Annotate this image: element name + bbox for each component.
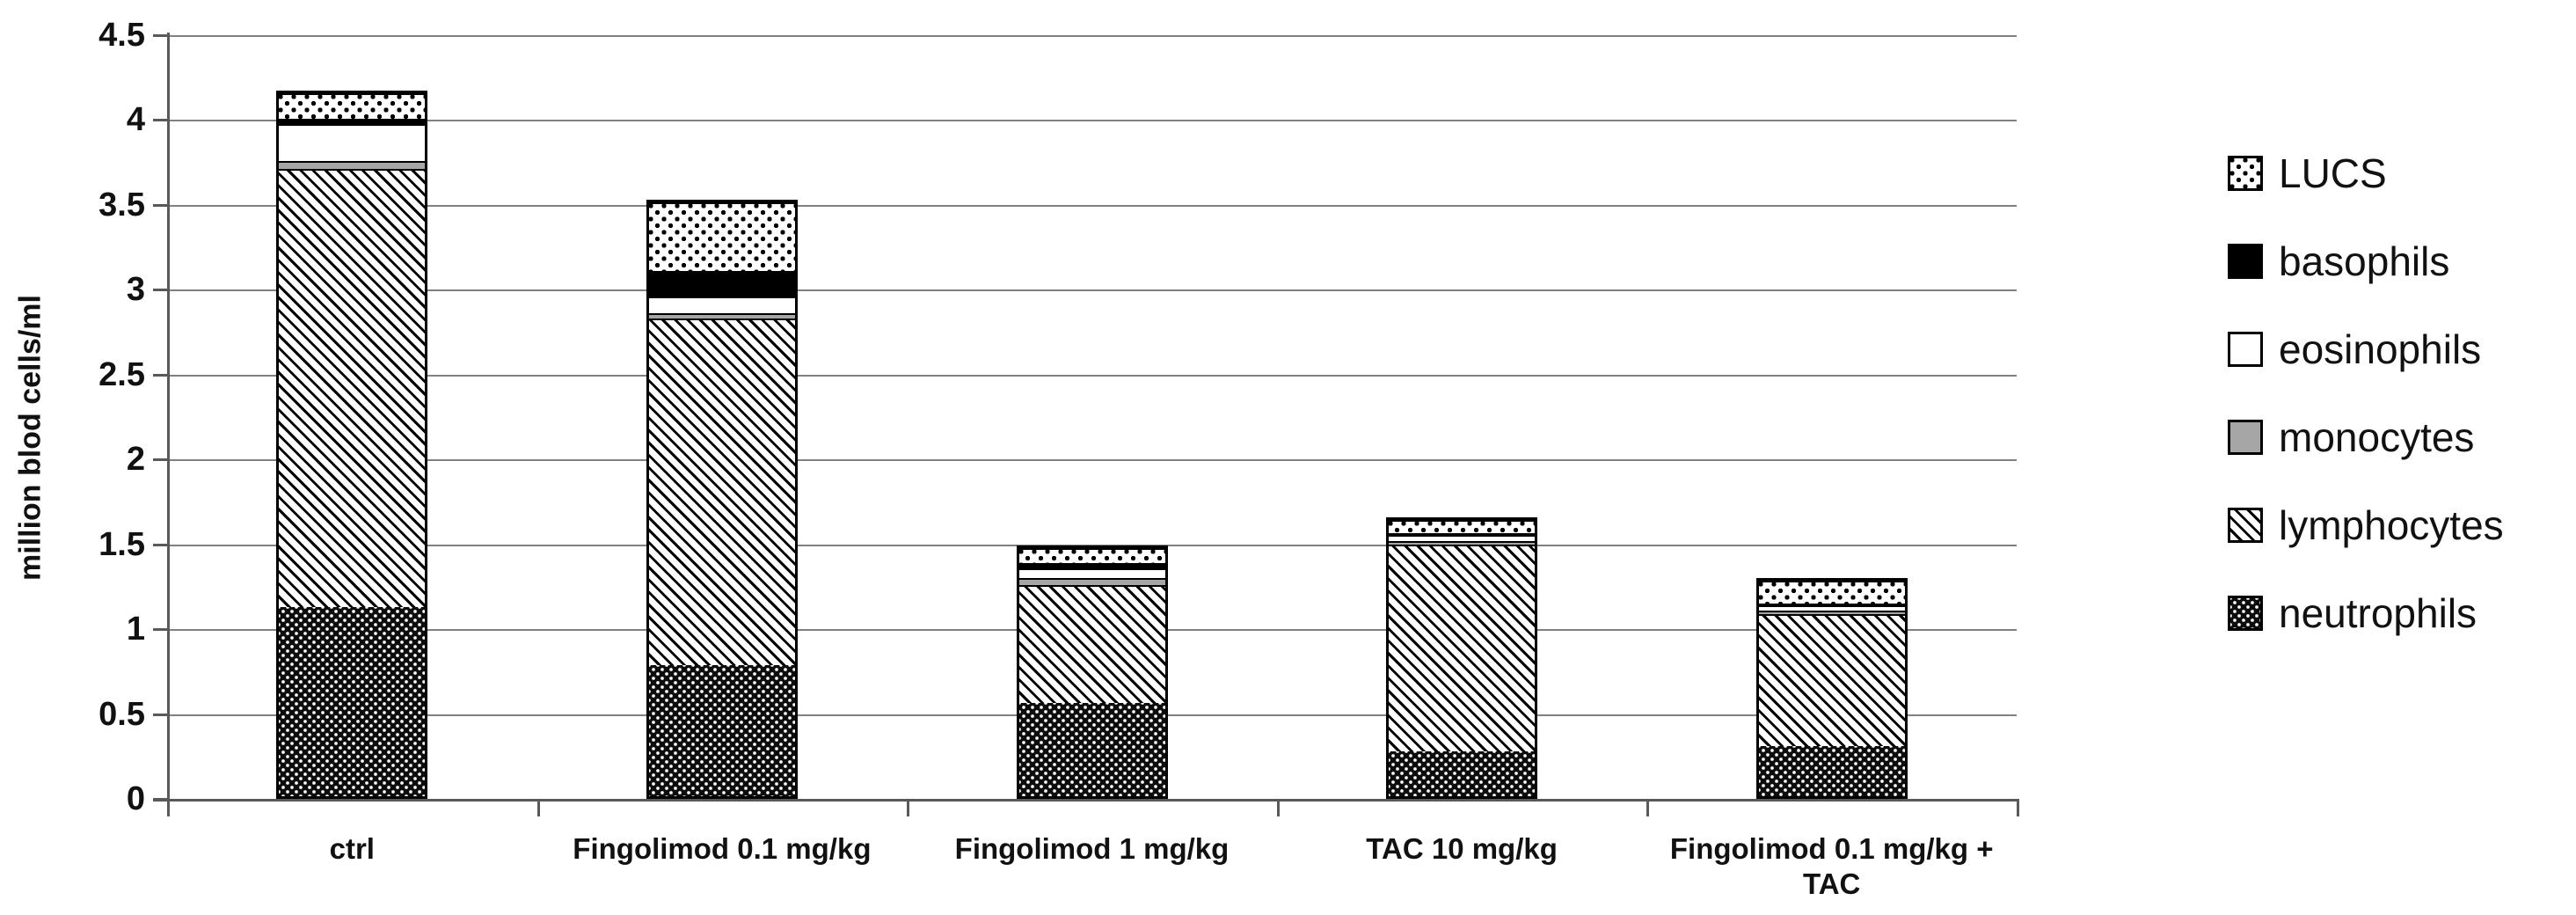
bar-segment-LUCS [1389,519,1536,533]
y-tick [153,373,167,377]
legend-swatch-lymphocytes [2228,508,2263,543]
bar-segment-monocytes [1389,541,1536,545]
y-tick [153,798,167,801]
legend-label: LUCS [2279,150,2387,196]
bar-segment-eosinophils [648,296,795,313]
legend-swatch-LUCS [2228,156,2263,191]
bar-segment-lymphocytes [1389,545,1536,751]
legend-swatch-monocytes [2228,420,2263,455]
y-tick-label: 2 [126,441,145,478]
bar-segment-basophils [1389,532,1536,535]
bar-segment-lymphocytes [279,169,426,608]
legend-swatch-basophils [2228,244,2263,279]
x-tick [2017,799,2019,816]
y-tick-label: 1 [126,611,145,648]
y-tick-label: 2.5 [99,355,145,393]
legend-item-monocytes: monocytes [2228,416,2474,458]
gridline [167,34,2017,37]
y-tick [153,33,167,37]
x-category-label: ctrl [329,832,375,865]
gridline [167,374,2017,377]
bar-segment-neutrophils [1389,750,1536,796]
x-axis-line [153,799,2017,802]
gridline [167,289,2017,291]
bar-1 [276,91,428,799]
y-tick-label: 3.5 [99,186,145,223]
y-axis-title: million blod cells/ml [13,295,47,581]
legend-swatch-neutrophils [2228,596,2263,631]
y-tick-label: 4 [126,101,145,138]
y-tick-label: 1.5 [99,525,145,563]
x-tick [1276,799,1280,816]
bar-4 [1386,516,1538,799]
bar-segment-eosinophils [279,123,426,161]
legend-label: monocytes [2279,414,2475,460]
y-tick [153,289,167,291]
y-tick [153,713,167,716]
bar-segment-monocytes [648,313,795,318]
bar-segment-basophils [1758,604,1905,606]
bar-segment-eosinophils [1758,605,1905,611]
legend-label: eosinophils [2279,326,2482,372]
legend-item-lymphocytes: lymphocytes [2228,504,2504,546]
bar-2 [646,199,798,799]
y-tick [153,543,167,546]
legend-item-neutrophils: neutrophils [2228,592,2477,634]
bar-segment-basophils [279,119,426,124]
x-tick [1646,799,1650,816]
y-tick-label: 0.5 [99,695,145,733]
gridline [167,459,2017,461]
legend-item-LUCS: LUCS [2228,152,2387,194]
y-tick [153,628,167,631]
y-axis-line [167,33,170,816]
y-tick-label: 3 [126,271,145,308]
y-tick-label: 0 [126,780,145,817]
legend-item-basophils: basophils [2228,240,2449,282]
bar-segment-lymphocytes [1018,585,1165,704]
bar-segment-neutrophils [1018,703,1165,796]
x-category-label: Fingolimod 0.1 mg/kg + TAC [1669,832,1994,900]
bar-5 [1755,578,1908,799]
bar-segment-monocytes [279,160,426,170]
x-tick [536,799,540,816]
x-category-label: Fingolimod 1 mg/kg [954,832,1230,865]
x-category-label: TAC 10 mg/kg [1366,832,1558,865]
gridline [167,544,2017,546]
gridline [167,120,2017,121]
bar-segment-LUCS [279,93,426,119]
bar-segment-LUCS [1758,581,1905,604]
legend-label: basophils [2279,238,2450,284]
bar-segment-neutrophils [1758,746,1905,796]
bar-segment-neutrophils [648,664,795,796]
y-tick [153,203,167,207]
bar-segment-monocytes [1018,578,1165,585]
gridline [167,204,2017,207]
legend-label: neutrophils [2279,590,2477,636]
legend-swatch-eosinophils [2228,332,2263,367]
bar-segment-LUCS [1018,548,1165,564]
y-tick [153,119,167,121]
legend-item-eosinophils: eosinophils [2228,328,2481,370]
bar-segment-eosinophils [1018,568,1165,579]
y-tick [153,458,167,461]
bar-segment-lymphocytes [648,318,795,665]
y-tick-label: 4.5 [99,16,145,54]
legend-label: lymphocytes [2279,502,2504,548]
x-category-label: Fingolimod 0.1 mg/kg [573,832,872,865]
bar-segment-neutrophils [279,607,426,796]
bar-segment-LUCS [648,201,795,272]
bar-segment-basophils [648,271,795,296]
bar-3 [1016,545,1168,799]
bar-segment-lymphocytes [1758,613,1905,747]
bar-segment-basophils [1018,563,1165,569]
x-tick [907,799,910,816]
bar-segment-eosinophils [1389,534,1536,542]
bar-segment-monocytes [1758,611,1905,614]
